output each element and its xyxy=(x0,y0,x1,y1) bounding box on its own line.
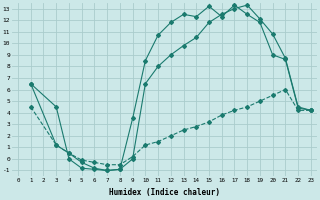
X-axis label: Humidex (Indice chaleur): Humidex (Indice chaleur) xyxy=(109,188,220,197)
